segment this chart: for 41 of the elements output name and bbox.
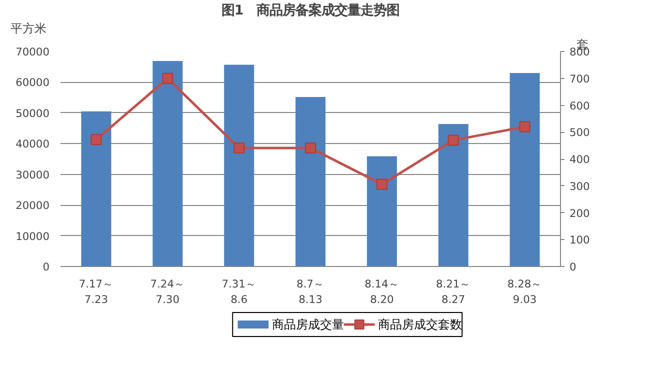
- y2-tick-label: 300: [570, 180, 590, 193]
- x-tick-label: 8.28～ 9.03: [507, 278, 542, 306]
- x-tick-label: 8.14～ 8.20: [364, 278, 400, 306]
- bar: [296, 96, 326, 266]
- x-tick-label: 7.24～ 7.30: [150, 278, 186, 306]
- point: [376, 178, 388, 190]
- bar: [224, 64, 254, 266]
- y-tick-label: 30000: [16, 168, 50, 182]
- y2-tick-label: 500: [570, 126, 590, 140]
- y-tick-label: 70000: [16, 46, 50, 58]
- y2-tick-label: 400: [570, 153, 590, 166]
- point: [90, 134, 102, 146]
- bar: [366, 156, 397, 266]
- point: [448, 134, 459, 146]
- point: [234, 142, 245, 154]
- legend-label: 商品房成交量: [272, 318, 344, 332]
- y-tick-label: 50000: [16, 106, 50, 120]
- y2-tick-label: 700: [570, 72, 590, 86]
- y2-tick-label: 0: [570, 260, 576, 274]
- y-tick-label: 60000: [16, 76, 50, 90]
- point: [162, 72, 174, 84]
- legend-label: 商品房成交套数: [378, 318, 462, 332]
- y2-tick-label: 600: [570, 99, 590, 112]
- y-tick-label: 0: [42, 260, 50, 274]
- bar: [438, 124, 468, 266]
- y-axis-title: 平方米: [10, 22, 46, 36]
- y-tick-label: 20000: [16, 199, 50, 212]
- bar: [81, 111, 112, 266]
- x-tick-label: 8.21～ 8.27: [436, 278, 471, 306]
- y-tick-label: 40000: [16, 138, 50, 151]
- y2-tick-label: 200: [570, 206, 590, 220]
- bar: [152, 61, 183, 266]
- bar: [510, 73, 540, 266]
- x-tick-label: 7.17～ 7.23: [78, 278, 114, 306]
- y2-tick-label: 100: [570, 234, 590, 247]
- chart-title: 图1 商品房备案成交量走势图: [221, 2, 400, 18]
- y-tick-label: 10000: [16, 230, 50, 243]
- point: [519, 121, 530, 132]
- point: [305, 142, 316, 154]
- x-tick-label: 7.31～ 8.6: [222, 278, 256, 306]
- x-tick-label: 8.7～ 8.13: [296, 278, 324, 306]
